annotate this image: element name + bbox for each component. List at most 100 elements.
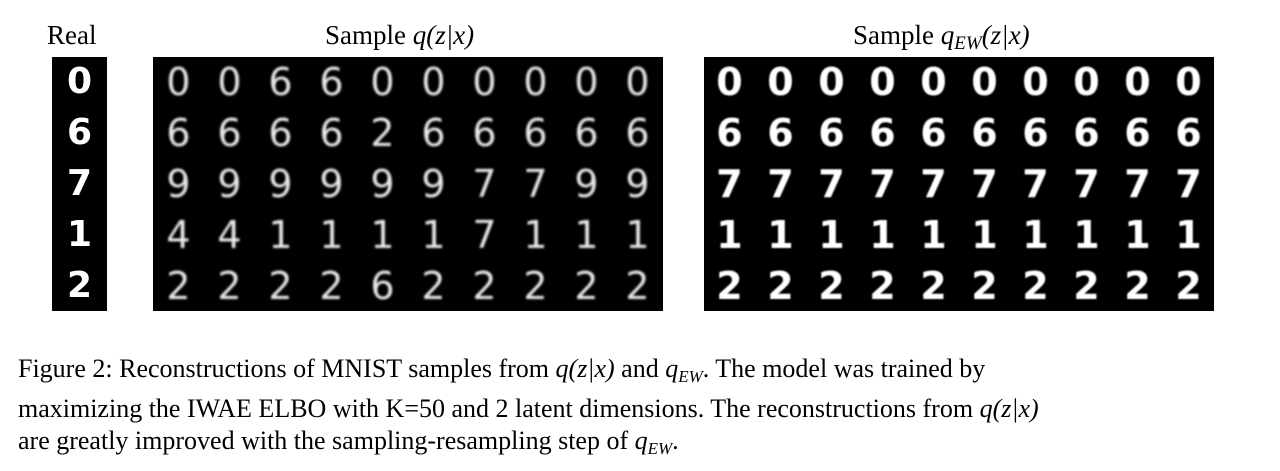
sample-qew-digit: 1 [818, 212, 845, 257]
sample-q-digit: 6 [625, 111, 650, 156]
sample-qew-digit: 1 [971, 212, 998, 257]
sample-q-digit: 9 [421, 161, 446, 206]
sample-q-digit: 2 [421, 263, 446, 308]
sample-qew-digit: 6 [1073, 111, 1100, 156]
caption-line-1: Figure 2: Reconstructions of MNIST sampl… [18, 354, 986, 386]
sample-qew-digit: 6 [1175, 111, 1202, 156]
sample-q-digit: 6 [370, 263, 395, 308]
sample-qew-digit: 6 [716, 111, 743, 156]
sample-qew-digit: 0 [1175, 60, 1202, 105]
sample-q-digit: 6 [421, 111, 446, 156]
sample-qew-digit: 6 [920, 111, 947, 156]
sample-qew-digit: 0 [716, 60, 743, 105]
sample-q-digit: 0 [625, 60, 650, 105]
sample-qew-digit: 2 [767, 263, 794, 308]
sample-qew-digit: 6 [869, 111, 896, 156]
sample-qew-digit: 0 [818, 60, 845, 105]
sample-q-digit: 6 [166, 111, 191, 156]
sample-qew-digit: 7 [1124, 161, 1151, 206]
sample-q-digit: 9 [574, 161, 599, 206]
sample-q-digit: 2 [166, 263, 191, 308]
sample-q-digit: 0 [574, 60, 599, 105]
sample-qew-digit: 7 [1175, 161, 1202, 206]
real-digit: 0 [66, 61, 93, 103]
sample-qew-digit: 6 [971, 111, 998, 156]
sample-q-digit: 9 [625, 161, 650, 206]
sample-qew-digit: 6 [818, 111, 845, 156]
sample-qew-digit: 2 [1073, 263, 1100, 308]
sample-q-digit: 6 [268, 111, 293, 156]
sample-q-digit: 0 [523, 60, 548, 105]
sample-q-digit: 1 [523, 212, 548, 257]
sample-qew-digit: 2 [1175, 263, 1202, 308]
sample-q-digit: 4 [166, 212, 191, 257]
sample-qew-digit: 6 [767, 111, 794, 156]
real-digits-image: 0 6 7 1 2 [52, 57, 107, 311]
sample-qew-digit: 0 [1124, 60, 1151, 105]
sample-q-digit: 6 [523, 111, 548, 156]
sample-q-digit: 2 [217, 263, 242, 308]
sample-q-digit: 6 [319, 111, 344, 156]
sample-qew-digit: 2 [716, 263, 743, 308]
sample-q-digit: 0 [217, 60, 242, 105]
sample-q-digit: 2 [319, 263, 344, 308]
caption-line-2: maximizing the IWAE ELBO with K=50 and 2… [18, 394, 1039, 423]
sample-qew-digit: 1 [1022, 212, 1049, 257]
sample-q-digit: 2 [268, 263, 293, 308]
sample-qew-digit: 1 [1073, 212, 1100, 257]
sample-q-digit: 7 [472, 161, 497, 206]
real-digit: 2 [66, 264, 93, 306]
sample-qew-digit: 1 [920, 212, 947, 257]
sample-qew-digit: 2 [920, 263, 947, 308]
sample-qew-digit: 1 [1175, 212, 1202, 257]
real-label: Real [47, 20, 97, 50]
sample-qew-digit: 7 [1022, 161, 1049, 206]
sample-qew-digit: 0 [869, 60, 896, 105]
sample-q-digit: 0 [421, 60, 446, 105]
sample-q-digit: 2 [472, 263, 497, 308]
sample-qew-digit: 0 [1073, 60, 1100, 105]
sample-q-digit: 9 [166, 161, 191, 206]
sample-qew-digit: 7 [971, 161, 998, 206]
sample-qew-digit: 7 [767, 161, 794, 206]
sample-q-digit: 7 [472, 212, 497, 257]
sample-qew-digit: 7 [716, 161, 743, 206]
sample-q-digit: 0 [472, 60, 497, 105]
sample-q-digit: 6 [268, 60, 293, 105]
sample-qew-digit: 0 [920, 60, 947, 105]
sample-q-digit: 0 [166, 60, 191, 105]
sample-qew-digit: 7 [818, 161, 845, 206]
sample-qew-digit: 1 [869, 212, 896, 257]
sample-q-digit: 2 [574, 263, 599, 308]
sample-q-digit: 9 [370, 161, 395, 206]
sample-qew-digit: 7 [1073, 161, 1100, 206]
sample-q-digit: 9 [268, 161, 293, 206]
sample-q-label: Sample q(z|x) [325, 20, 475, 50]
caption-line-3: are greatly improved with the sampling-r… [18, 426, 679, 458]
sample-qew-label: Sample qEW(z|x) [853, 20, 1030, 54]
sample-q-digit: 2 [523, 263, 548, 308]
real-digit: 1 [66, 213, 93, 255]
sample-qew-digit: 7 [869, 161, 896, 206]
sample-q-digit: 4 [217, 212, 242, 257]
sample-qew-digit: 2 [1022, 263, 1049, 308]
sample-q-digit: 9 [319, 161, 344, 206]
sample-qew-digit: 0 [767, 60, 794, 105]
sample-q-digit: 6 [319, 60, 344, 105]
sample-q-digit: 6 [574, 111, 599, 156]
sample-q-digit: 6 [472, 111, 497, 156]
sample-qew-digit: 2 [971, 263, 998, 308]
sample-qew-digit: 7 [920, 161, 947, 206]
sample-qew-digit: 2 [818, 263, 845, 308]
sample-q-digit: 6 [217, 111, 242, 156]
sample-q-digit: 1 [625, 212, 650, 257]
sample-q-digit: 7 [523, 161, 548, 206]
sample-q-digit: 1 [574, 212, 599, 257]
figure-caption: Figure 2: Reconstructions of MNIST sampl… [18, 353, 1248, 465]
sample-q-digit: 2 [370, 111, 395, 156]
sample-q-digit: 2 [625, 263, 650, 308]
sample-q-digit: 9 [217, 161, 242, 206]
sample-q-digit: 0 [370, 60, 395, 105]
